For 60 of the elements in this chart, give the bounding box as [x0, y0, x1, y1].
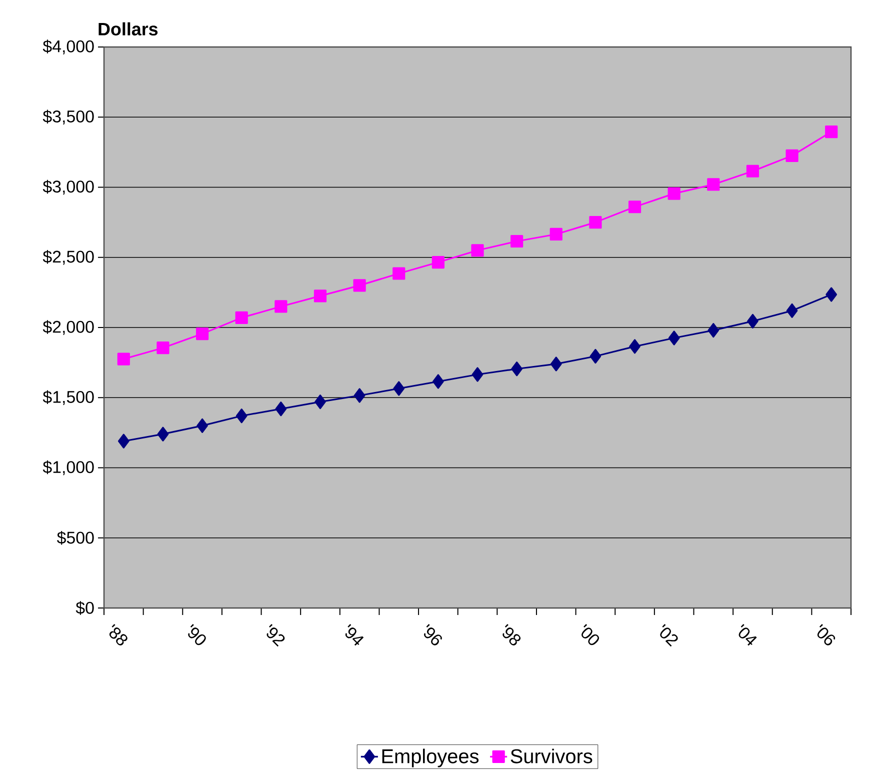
point [157, 426, 169, 442]
x-tick-label: '00 [582, 624, 600, 646]
point [236, 408, 248, 424]
y-tick-label: $0 [76, 601, 94, 615]
point [707, 178, 720, 191]
point [471, 244, 484, 257]
point [786, 303, 798, 318]
x-tick-label: '06 [817, 624, 836, 646]
point [353, 279, 366, 292]
y-tick-label: $2,500 [42, 250, 94, 265]
x-tick-label: '98 [502, 624, 521, 646]
y-tick-label: $3,000 [42, 180, 94, 195]
y-axis-title: Dollars [98, 22, 158, 36]
x-tick-label: '96 [424, 624, 442, 646]
y-tick-label: $3,500 [42, 110, 94, 124]
point [511, 362, 522, 376]
point [825, 126, 838, 138]
point [708, 323, 720, 338]
y-tick-label: $1,000 [42, 460, 94, 476]
point [196, 418, 208, 433]
point [826, 287, 838, 302]
x-tick-label: '90 [188, 624, 206, 646]
point [629, 339, 640, 354]
point [589, 216, 602, 229]
point [432, 256, 444, 269]
point [117, 352, 130, 366]
point [590, 348, 602, 364]
x-tick-label: '92 [266, 624, 285, 647]
point [472, 367, 484, 382]
point [628, 200, 642, 214]
point [275, 402, 287, 416]
point [156, 342, 170, 354]
y-tick-label: $4,000 [42, 40, 94, 54]
point [118, 434, 130, 448]
point [392, 267, 406, 280]
y-tick-label: $2,000 [42, 320, 94, 335]
point [393, 381, 405, 396]
point [274, 300, 288, 313]
point [196, 328, 209, 340]
point [668, 187, 680, 200]
point [432, 374, 444, 389]
x-tick-label: '94 [345, 624, 364, 646]
point [550, 356, 562, 372]
point [235, 311, 248, 324]
point [786, 149, 798, 162]
x-tick-label: '04 [738, 624, 757, 646]
point [510, 234, 524, 248]
legend-label: Employees [382, 748, 479, 768]
point [746, 164, 760, 178]
point [668, 330, 680, 346]
point [550, 228, 562, 241]
point [314, 290, 327, 302]
point [354, 388, 366, 403]
x-tick-label: '88 [109, 624, 128, 646]
y-tick-label: $1,500 [42, 390, 94, 405]
legend-label: Survivors [510, 748, 592, 764]
x-tick-label: '02 [660, 624, 678, 647]
y-tick-label: $500 [56, 531, 94, 545]
point [314, 394, 326, 410]
point [747, 314, 758, 328]
